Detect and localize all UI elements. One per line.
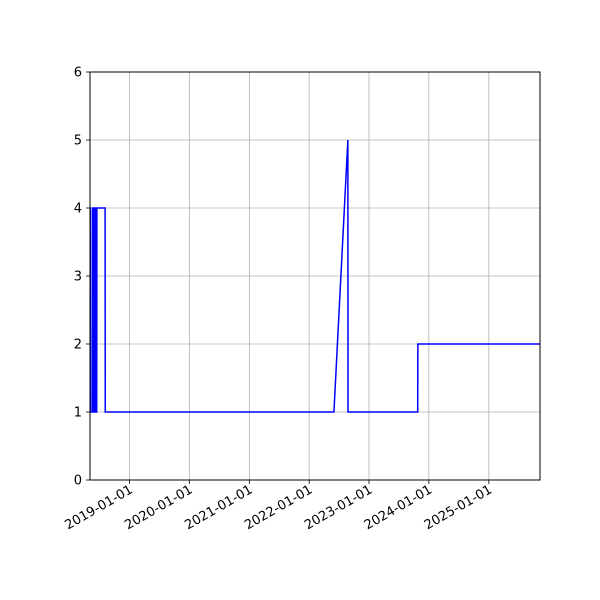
y-tick-label: 3 (74, 270, 82, 285)
y-tick-label: 0 (74, 474, 82, 489)
series-layer (89, 139, 540, 413)
y-tick-label: 1 (74, 406, 82, 421)
y-tick-label: 6 (74, 66, 82, 81)
y-tick-label: 4 (74, 202, 82, 217)
tick-layer: 01234562019-01-012020-01-012021-01-01202… (63, 66, 495, 534)
y-tick-label: 5 (74, 134, 82, 149)
y-tick-label: 2 (74, 338, 82, 353)
grid (90, 71, 540, 481)
series-line (89, 139, 540, 413)
x-tick-label: 2025-01-01 (422, 482, 495, 533)
